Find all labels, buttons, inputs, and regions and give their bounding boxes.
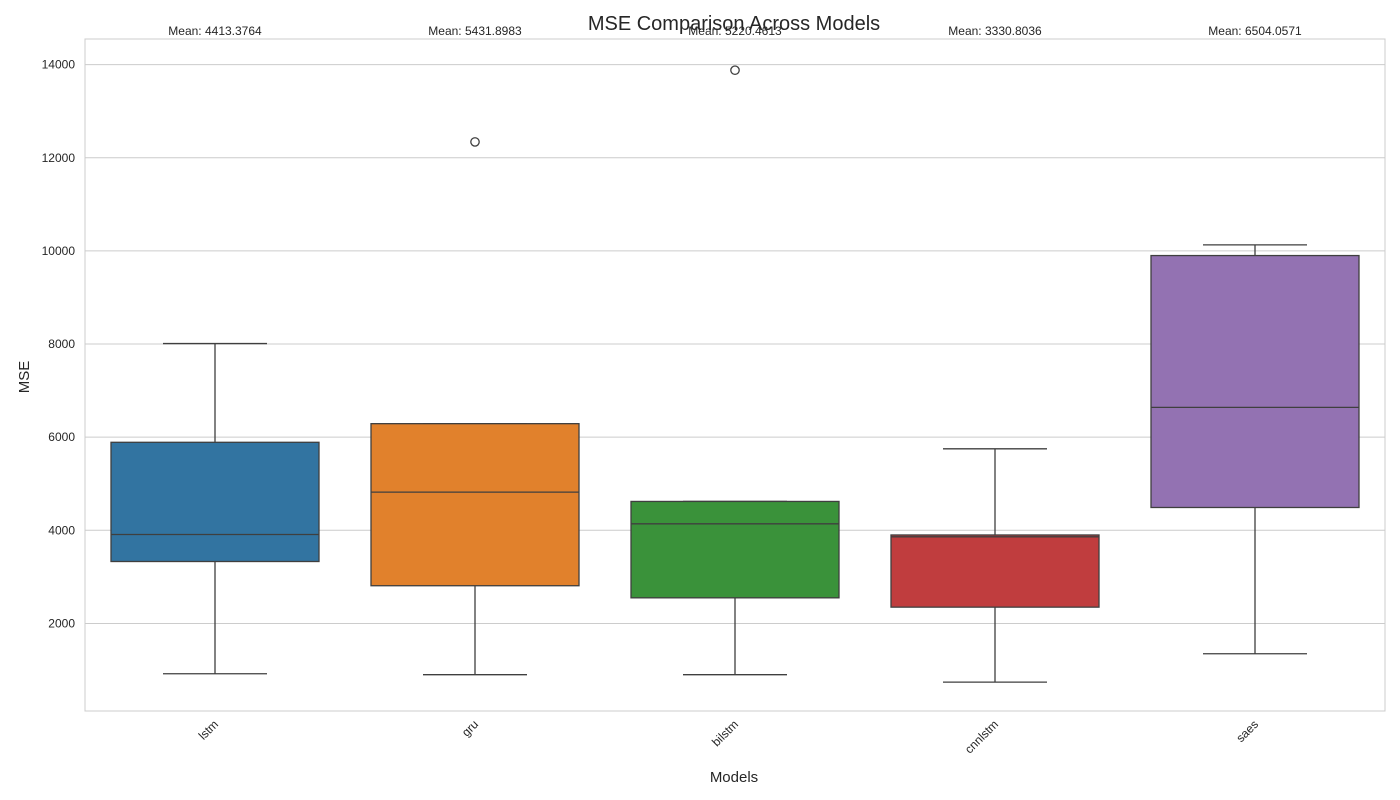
box-lstm [110,342,320,675]
box-bilstm [630,65,840,676]
x-tick-labels: lstm gru bilstm cnnlstm saes [196,717,1261,756]
iqr-box [630,500,840,599]
x-tick-label: lstm [196,717,221,742]
box-gru [370,137,580,676]
mean-annotations: Mean: 4413.3764 Mean: 5431.8983 Mean: 5220… [168,24,1302,38]
x-tick-label: saes [1233,717,1261,745]
y-axis-label: MSE [16,361,33,394]
y-tick-label: 4000 [48,523,75,537]
y-tick-label: 12000 [42,151,76,165]
mean-label: Mean: 3330.8036 [948,24,1042,38]
x-axis-label: Models [710,769,758,786]
y-tick-labels: 2000 4000 6000 8000 10000 12000 14000 [42,58,76,631]
iqr-box [890,534,1100,608]
iqr-box [370,423,580,587]
outlier-point [730,65,740,76]
mean-label: Mean: 4413.3764 [168,24,262,38]
mean-label: Mean: 5220.4613 [688,24,782,38]
mean-label: Mean: 5431.8983 [428,24,522,38]
y-tick-label: 2000 [48,616,75,630]
box-cnnlstm [890,448,1100,683]
y-tick-label: 6000 [48,430,75,444]
iqr-box [1150,254,1360,509]
chart-title: MSE Comparison Across Models [588,13,880,35]
y-tick-label: 8000 [48,337,75,351]
y-tick-label: 14000 [42,58,76,72]
boxes [110,65,1360,683]
x-tick-label: gru [459,717,481,739]
box-saes [1150,244,1360,655]
iqr-box [110,441,320,563]
outlier-point [470,137,480,147]
x-tick-label: bilstm [709,717,741,749]
y-tick-label: 10000 [42,244,76,258]
mean-label: Mean: 6504.0571 [1208,24,1302,38]
x-tick-label: cnnlstm [962,717,1001,756]
